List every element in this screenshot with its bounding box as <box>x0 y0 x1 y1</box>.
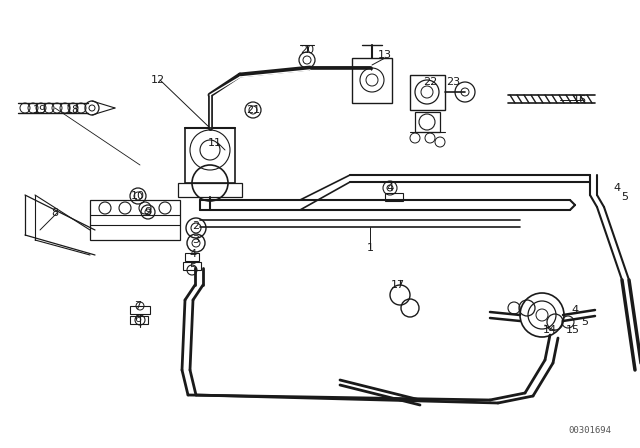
Text: 19: 19 <box>33 105 47 115</box>
Text: 16: 16 <box>573 95 587 105</box>
Bar <box>185 253 199 261</box>
Text: 11: 11 <box>208 138 222 148</box>
Text: 1: 1 <box>367 243 374 253</box>
Bar <box>385 193 403 201</box>
Text: 5: 5 <box>189 263 196 273</box>
Bar <box>130 316 148 324</box>
Bar <box>415 112 440 132</box>
Text: 14: 14 <box>543 325 557 335</box>
Bar <box>410 75 445 110</box>
Text: 13: 13 <box>378 50 392 60</box>
Bar <box>185 128 235 183</box>
Text: 5: 5 <box>621 192 628 202</box>
Text: 4: 4 <box>387 183 394 193</box>
Text: 22: 22 <box>423 77 437 87</box>
Text: 8: 8 <box>51 208 59 218</box>
Text: 5: 5 <box>582 317 589 327</box>
Text: 7: 7 <box>134 301 141 311</box>
Text: 18: 18 <box>66 105 80 115</box>
Text: 2: 2 <box>193 221 200 231</box>
Text: 4: 4 <box>572 305 579 315</box>
Bar <box>90 200 180 240</box>
Text: 10: 10 <box>131 191 145 201</box>
Text: 20: 20 <box>300 45 314 55</box>
Bar <box>352 58 392 103</box>
Bar <box>178 183 242 197</box>
Text: 3: 3 <box>193 235 200 245</box>
Text: 4: 4 <box>613 183 621 193</box>
Text: 23: 23 <box>446 77 460 87</box>
Text: 12: 12 <box>151 75 165 85</box>
Text: 21: 21 <box>246 105 260 115</box>
Bar <box>130 306 150 314</box>
Text: 9: 9 <box>145 207 152 217</box>
Text: 00301694: 00301694 <box>568 426 611 435</box>
Text: 6: 6 <box>134 314 141 324</box>
Text: 17: 17 <box>391 280 405 290</box>
Bar <box>183 262 201 270</box>
Text: 15: 15 <box>566 325 580 335</box>
Text: 4: 4 <box>189 249 196 259</box>
